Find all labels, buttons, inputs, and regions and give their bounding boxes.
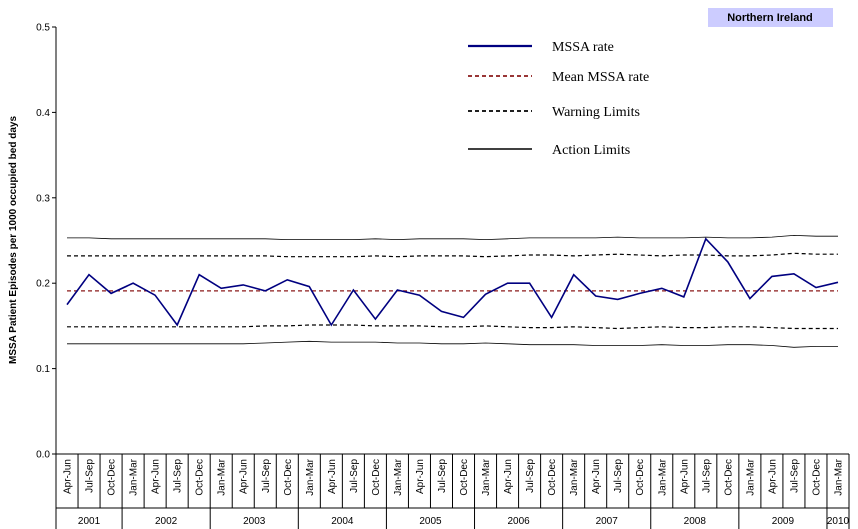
region-label: Northern Ireland [727, 12, 813, 24]
x-tick-label: Oct-Dec [107, 459, 118, 496]
legend-label: Mean MSSA rate [552, 70, 649, 85]
x-tick-label: Jan-Mar [305, 458, 316, 495]
x-tick-label: Apr-Jun [415, 459, 426, 494]
x-tick-label: Oct-Dec [635, 459, 646, 496]
region-badge: Northern Ireland [708, 8, 833, 27]
year-label: 2007 [596, 516, 619, 527]
y-tick-label: 0.4 [36, 108, 50, 119]
y-tick-label: 0.0 [36, 450, 50, 461]
series-layer [66, 234, 839, 348]
year-label: 2004 [331, 516, 354, 527]
x-tick-label: Oct-Dec [283, 459, 294, 496]
x-tick-label: Apr-Jun [503, 459, 514, 494]
series-line-5 [67, 340, 838, 348]
x-tick-label: Jul-Sep [85, 459, 96, 493]
legend-label: Warning Limits [552, 105, 640, 120]
x-tick-label: Jan-Mar [657, 458, 668, 495]
x-tick-label: Jul-Sep [789, 459, 800, 493]
x-tick-label: Oct-Dec [371, 459, 382, 496]
x-tick-label: Jan-Mar [217, 458, 228, 495]
region-badge-bg [708, 8, 833, 27]
year-label: 2005 [419, 516, 442, 527]
x-tick-label: Oct-Dec [195, 459, 206, 496]
x-tick-label: Jul-Sep [349, 459, 360, 493]
legend: MSSA rate Mean MSSA rate Warning Limits Act… [468, 40, 649, 158]
x-tick-label: Jul-Sep [613, 459, 624, 493]
legend-label: Action Limits [552, 143, 630, 158]
x-tick-label: Oct-Dec [459, 459, 470, 496]
series-line-4 [67, 234, 838, 241]
year-label: 2002 [155, 516, 178, 527]
x-tick-label: Oct-Dec [723, 459, 734, 496]
y-tick-label: 0.2 [36, 279, 50, 290]
x-tick-label: Jul-Sep [261, 459, 272, 493]
x-tick-label: Jan-Mar [745, 458, 756, 495]
x-tick-label: Jul-Sep [437, 459, 448, 493]
x-tick-label: Oct-Dec [547, 459, 558, 496]
series-line-0 [66, 237, 839, 327]
x-tick-label: Jul-Sep [701, 459, 712, 493]
series-line-3 [67, 324, 838, 330]
x-tick-label: Apr-Jun [591, 459, 602, 494]
x-tick-label: Jan-Mar [393, 458, 404, 495]
x-tick-label: Jan-Mar [129, 458, 140, 495]
legend-label: MSSA rate [552, 40, 614, 55]
year-label: 2009 [772, 516, 795, 527]
y-tick-label: 0.5 [36, 23, 50, 34]
axes: 0.0 0.1 0.2 0.3 0.4 0.5 Apr-Jun Jul-Sep Oct-Dec J… [36, 23, 850, 529]
series-line-2 [67, 252, 838, 258]
x-tick-label: Apr-Jun [63, 459, 74, 494]
x-tick-label: Jan-Mar [569, 458, 580, 495]
x-tick-label: Apr-Jun [327, 459, 338, 494]
x-tick-label: Jan-Mar [833, 458, 844, 495]
x-tick-label: Jul-Sep [525, 459, 536, 493]
y-axis-label: MSSA Patient Episodes per 1000 occupied … [8, 116, 19, 364]
y-tick-label: 0.3 [36, 193, 50, 204]
year-label: 2006 [507, 516, 530, 527]
x-tick-label: Jul-Sep [173, 459, 184, 493]
year-label: 2010 [827, 516, 850, 527]
year-label: 2003 [243, 516, 266, 527]
year-label: 2008 [684, 516, 707, 527]
y-tick-label: 0.1 [36, 364, 50, 375]
x-tick-label: Apr-Jun [151, 459, 162, 494]
x-tick-label: Apr-Jun [239, 459, 250, 494]
x-tick-label: Oct-Dec [811, 459, 822, 496]
x-tick-label: Jan-Mar [481, 458, 492, 495]
x-tick-label: Apr-Jun [679, 459, 690, 494]
year-label: 2001 [78, 516, 101, 527]
x-tick-label: Apr-Jun [767, 459, 778, 494]
